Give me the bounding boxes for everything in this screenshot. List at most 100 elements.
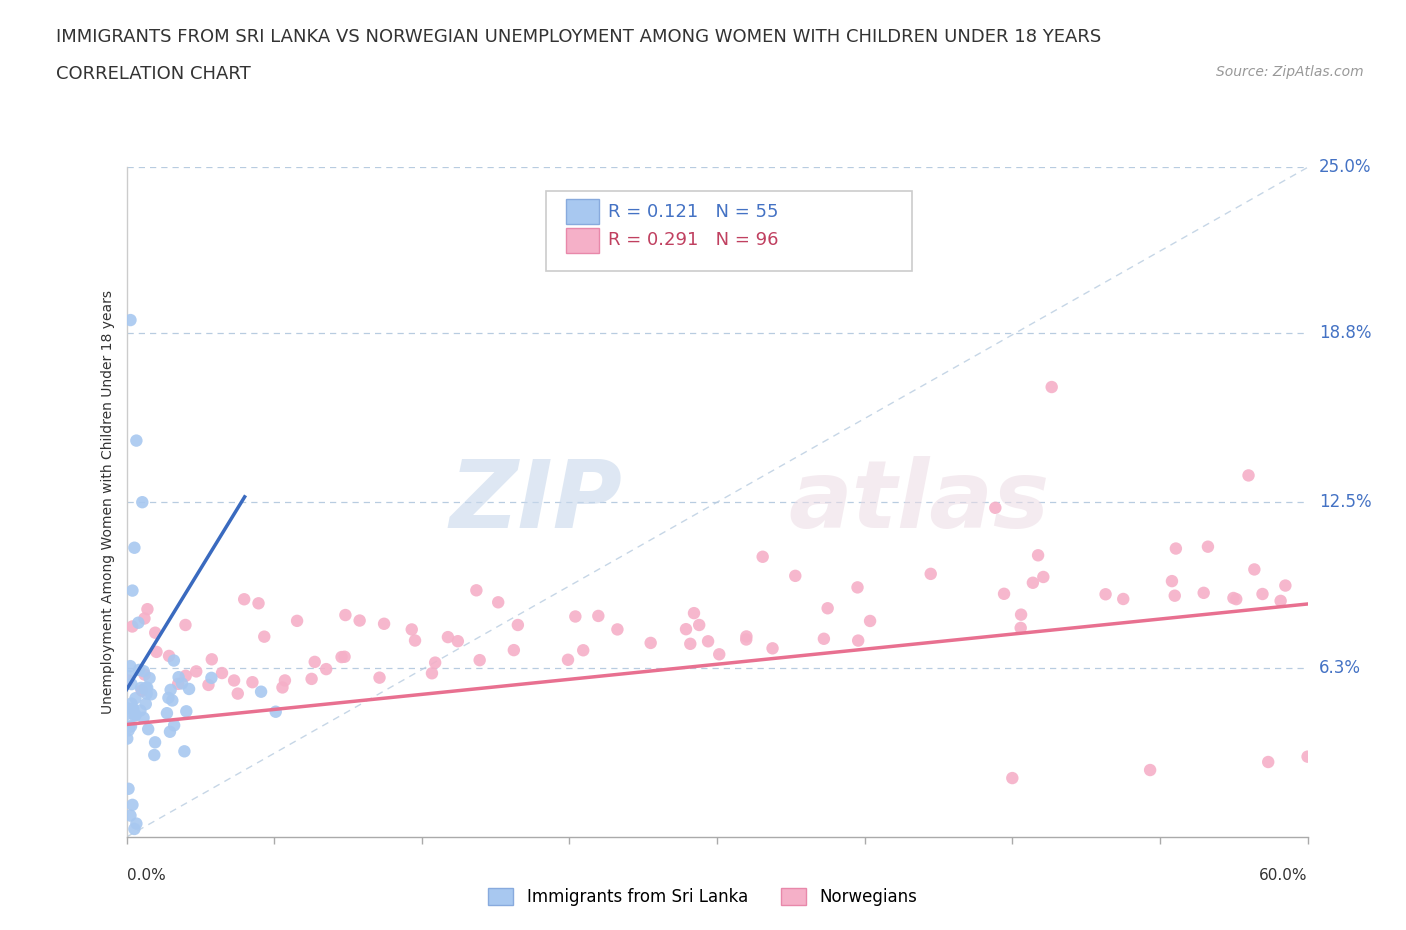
Point: [1243, 562, 1265, 577]
Point: [285, 614, 308, 629]
Point: [118, 669, 141, 684]
Point: [709, 647, 731, 662]
Point: [993, 586, 1015, 601]
Point: [506, 618, 529, 632]
Point: [1257, 754, 1279, 769]
Point: [143, 625, 166, 640]
Legend: Immigrants from Sri Lanka, Norwegians: Immigrants from Sri Lanka, Norwegians: [482, 881, 924, 912]
Point: [131, 495, 153, 510]
Point: [502, 643, 524, 658]
Point: [226, 686, 249, 701]
Point: [751, 550, 773, 565]
Text: 0.0%: 0.0%: [127, 868, 166, 883]
Point: [156, 706, 179, 721]
Point: [1026, 548, 1049, 563]
Point: [333, 649, 356, 664]
Point: [174, 669, 197, 684]
Point: [135, 697, 157, 711]
Text: R = 0.291   N = 96: R = 0.291 N = 96: [609, 232, 779, 249]
Point: [1222, 591, 1244, 605]
Point: [301, 671, 323, 686]
Point: [117, 673, 139, 688]
Point: [186, 664, 208, 679]
Point: [675, 622, 697, 637]
Point: [127, 616, 149, 631]
Point: [846, 633, 869, 648]
Point: [688, 618, 710, 632]
Point: [271, 680, 294, 695]
Point: [200, 671, 222, 685]
Point: [125, 433, 148, 448]
Text: atlas: atlas: [787, 457, 1049, 548]
Point: [131, 684, 153, 698]
Point: [404, 633, 426, 648]
Point: [115, 701, 138, 716]
Point: [1040, 379, 1063, 394]
Point: [125, 817, 148, 831]
Point: [124, 540, 146, 555]
Point: [420, 666, 443, 681]
Point: [134, 611, 156, 626]
Point: [1274, 578, 1296, 593]
Point: [761, 641, 783, 656]
Point: [135, 686, 157, 701]
Point: [1010, 620, 1032, 635]
Point: [697, 634, 720, 649]
Point: [437, 630, 460, 644]
Point: [121, 797, 143, 812]
Point: [676, 254, 699, 269]
Point: [159, 683, 181, 698]
Point: [1010, 607, 1032, 622]
Point: [167, 676, 190, 691]
Point: [564, 609, 586, 624]
Point: [138, 671, 160, 685]
Point: [233, 591, 256, 606]
Point: [117, 723, 139, 737]
Point: [572, 643, 595, 658]
Text: ZIP: ZIP: [450, 457, 623, 548]
Point: [173, 744, 195, 759]
Point: [1237, 468, 1260, 483]
Point: [121, 619, 143, 634]
Point: [125, 708, 148, 723]
Point: [330, 650, 353, 665]
Point: [163, 718, 186, 733]
Point: [557, 652, 579, 667]
Point: [250, 684, 273, 699]
Point: [120, 312, 142, 327]
Point: [735, 629, 758, 644]
Text: 12.5%: 12.5%: [1319, 493, 1371, 512]
Point: [813, 631, 835, 646]
Point: [1197, 539, 1219, 554]
Point: [120, 696, 142, 711]
Text: IMMIGRANTS FROM SRI LANKA VS NORWEGIAN UNEMPLOYMENT AMONG WOMEN WITH CHILDREN UN: IMMIGRANTS FROM SRI LANKA VS NORWEGIAN U…: [56, 28, 1101, 46]
Point: [115, 707, 138, 722]
Point: [1225, 591, 1247, 606]
Point: [1164, 589, 1187, 604]
Point: [120, 719, 142, 734]
Point: [785, 568, 807, 583]
Point: [143, 735, 166, 750]
Point: [124, 708, 146, 723]
Point: [162, 693, 184, 708]
Point: [211, 666, 233, 681]
Point: [486, 595, 509, 610]
Point: [135, 681, 157, 696]
Point: [1094, 587, 1116, 602]
Point: [253, 630, 276, 644]
Point: [132, 664, 155, 679]
Point: [122, 701, 145, 716]
Text: 6.3%: 6.3%: [1319, 659, 1361, 677]
Point: [264, 704, 287, 719]
Point: [121, 677, 143, 692]
Point: [136, 680, 159, 695]
Point: [129, 703, 152, 718]
Point: [124, 821, 146, 836]
Point: [1161, 574, 1184, 589]
Point: [163, 653, 186, 668]
Point: [134, 667, 156, 682]
Point: [157, 690, 180, 705]
Text: Source: ZipAtlas.com: Source: ZipAtlas.com: [1216, 65, 1364, 79]
Point: [141, 687, 163, 702]
Point: [368, 671, 391, 685]
